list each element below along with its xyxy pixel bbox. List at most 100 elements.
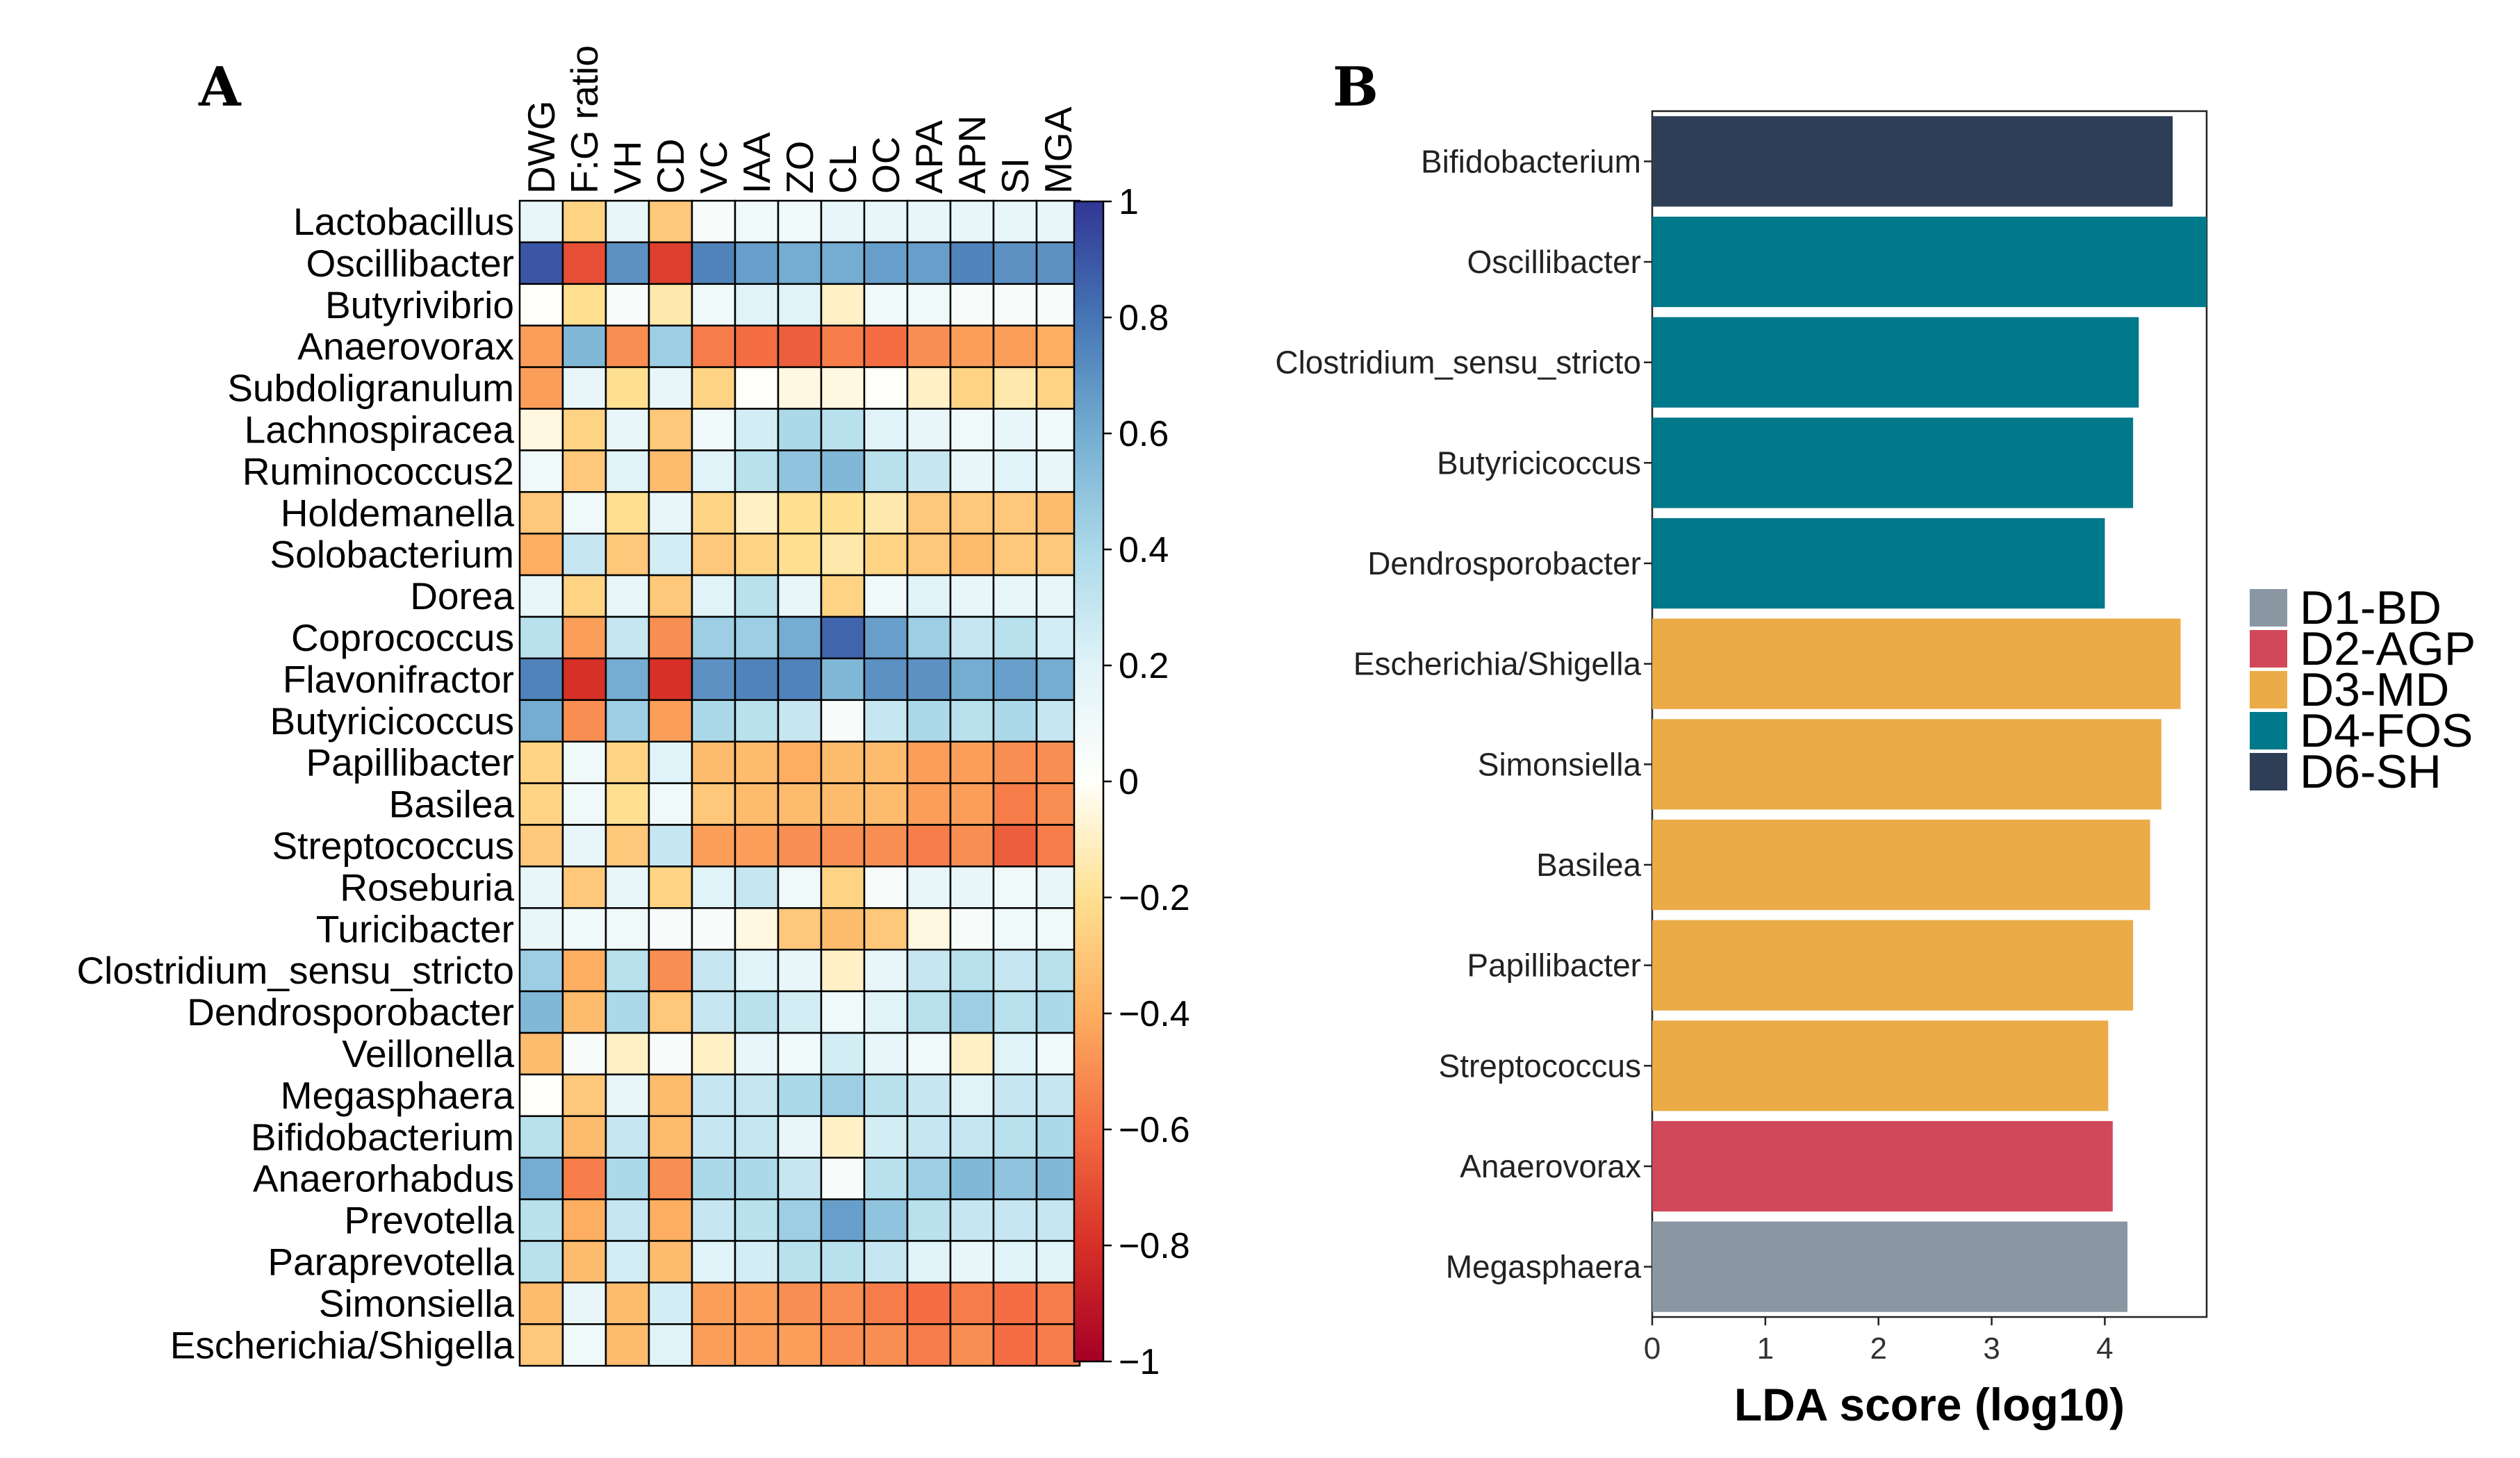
heatmap-cell (820, 1323, 866, 1367)
heatmap-cell (648, 948, 693, 993)
heatmap-row-label: Megasphaera (281, 1074, 515, 1117)
heatmap-row-label: Prevotella (344, 1199, 514, 1242)
legend-swatch (2250, 712, 2287, 749)
heatmap-cell (992, 199, 1038, 244)
heatmap-cell (691, 491, 736, 535)
heatmap-cell (561, 1282, 607, 1325)
legend-swatch (2250, 589, 2287, 627)
heatmap-cell (648, 865, 693, 909)
heatmap-cell (691, 366, 736, 410)
heatmap-cell (777, 615, 823, 660)
heatmap-cell (561, 824, 607, 868)
lda-bar (1652, 216, 2207, 308)
heatmap-cell (820, 865, 866, 909)
heatmap-cell (604, 1240, 650, 1284)
heatmap-cell (604, 740, 650, 784)
heatmap-cell (820, 408, 866, 452)
heatmap-cell (906, 574, 952, 618)
heatmap-cell (949, 782, 995, 826)
heatmap-cell (561, 1073, 607, 1118)
heatmap-cell (906, 699, 952, 743)
lda-category-label: Oscillibacter (1467, 244, 1641, 280)
heatmap-cell (561, 1115, 607, 1159)
heatmap-cell (1035, 740, 1081, 784)
heatmap-cell (777, 324, 823, 368)
heatmap-cell (777, 491, 823, 535)
heatmap-cell (734, 324, 780, 368)
heatmap-cell (863, 199, 909, 244)
heatmap-cell (604, 657, 650, 702)
lda-category-label: Papillibacter (1467, 947, 1641, 984)
heatmap-cell (518, 699, 564, 743)
heatmap-cell (949, 948, 995, 993)
legend-label: D3-MD (2300, 663, 2449, 716)
heatmap-row-label: Veillonella (342, 1032, 514, 1075)
heatmap-cell (604, 449, 650, 493)
heatmap-cell (561, 990, 607, 1034)
heatmap-cell (777, 1073, 823, 1118)
heatmap-cell (949, 491, 995, 535)
heatmap-row-label: Ruminococcus2 (242, 449, 514, 492)
colorbar-tick-label: −0.2 (1119, 878, 1190, 918)
heatmap-cell (648, 1323, 693, 1367)
heatmap-cell (604, 1198, 650, 1242)
lda-x-tick-label: 3 (1983, 1332, 2000, 1366)
colorbar-tick-label: −1 (1119, 1342, 1160, 1382)
heatmap-cell (734, 782, 780, 826)
heatmap-cell (561, 699, 607, 743)
heatmap-cell (820, 824, 866, 868)
heatmap-cell (734, 199, 780, 244)
heatmap-cell (518, 1282, 564, 1325)
lda-category-label: Bifidobacterium (1421, 143, 1641, 179)
heatmap-cell (863, 324, 909, 368)
heatmap-cell (604, 782, 650, 826)
heatmap-cell (906, 1115, 952, 1159)
panel-a-letter: A (198, 56, 242, 119)
heatmap-row-label: Bifidobacterium (251, 1116, 514, 1159)
heatmap-cell (648, 408, 693, 452)
heatmap-cell (820, 1115, 866, 1159)
heatmap-cell (518, 241, 564, 285)
heatmap-cell (949, 324, 995, 368)
lda-bar (1652, 116, 2173, 207)
heatmap-cell (777, 990, 823, 1034)
heatmap-cell (734, 491, 780, 535)
heatmap-cell (949, 1115, 995, 1159)
lda-bar (1652, 517, 2105, 609)
heatmap-cell (691, 1073, 736, 1118)
heatmap-cell (604, 324, 650, 368)
heatmap-cell (820, 907, 866, 951)
heatmap-cell (992, 1198, 1038, 1242)
heatmap-cell (604, 865, 650, 909)
heatmap-cell (561, 491, 607, 535)
heatmap-cell (561, 283, 607, 326)
heatmap-cell (777, 1282, 823, 1325)
heatmap-cell (691, 1032, 736, 1076)
heatmap-cell (949, 366, 995, 410)
heatmap-row-label: Solobacterium (270, 533, 514, 576)
heatmap-cell (518, 199, 564, 244)
heatmap-column-label: IAA (735, 132, 778, 194)
heatmap-cell (820, 532, 866, 577)
heatmap-cell (992, 740, 1038, 784)
heatmap-cell (906, 1073, 952, 1118)
lda-plot-frame (1651, 110, 2208, 1318)
heatmap-cell (863, 241, 909, 285)
heatmap-cell (734, 241, 780, 285)
heatmap-cell (561, 1240, 607, 1284)
heatmap-cell (949, 532, 995, 577)
heatmap-cell (691, 408, 736, 452)
heatmap-cell (820, 990, 866, 1034)
heatmap-cell (604, 990, 650, 1034)
heatmap-cell (648, 740, 693, 784)
heatmap-cell (1035, 990, 1081, 1034)
heatmap-cell (734, 657, 780, 702)
heatmap-cell (906, 199, 952, 244)
heatmap-cell (518, 408, 564, 452)
heatmap-cell (648, 1282, 693, 1325)
heatmap-cell (648, 907, 693, 951)
colorbar-tick-label: 0.8 (1119, 298, 1169, 338)
lda-category-label: Anaerovorax (1460, 1148, 1641, 1184)
heatmap-cell (561, 408, 607, 452)
